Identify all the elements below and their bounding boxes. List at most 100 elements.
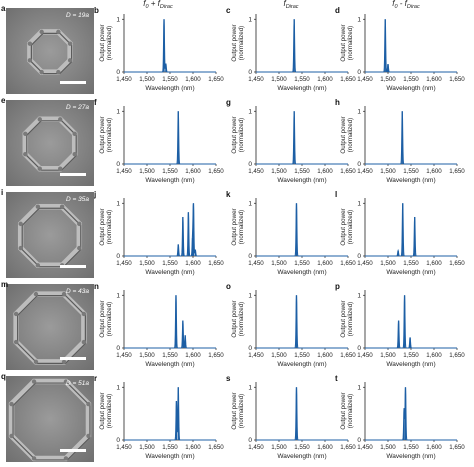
x-tick-label: 1,650 [449, 76, 465, 83]
x-tick-label: 1,550 [294, 260, 310, 267]
x-tick-label: 1,550 [294, 76, 310, 83]
x-tick-label: 1,600 [185, 444, 201, 451]
y-tick-label: 0 [116, 161, 120, 168]
x-tick-label: 1,600 [317, 168, 333, 175]
ring-gap [33, 359, 39, 365]
y-tick-label: 1 [357, 108, 361, 115]
x-tick-label: 1,450 [357, 76, 373, 83]
spectrum-trace [365, 19, 457, 73]
ring-gap [27, 41, 33, 46]
spectrum-trace [124, 203, 216, 257]
x-tick-label: 1,450 [357, 260, 373, 267]
y-axis-label: Output power(normalized) [99, 116, 113, 153]
panel-label: d [335, 6, 340, 15]
x-tick-label: 1,550 [294, 444, 310, 451]
panel-label: s [226, 374, 231, 383]
ring-gap [63, 379, 69, 384]
y-axis-label: Output power(normalized) [99, 392, 113, 429]
x-axis-label: Wavelength (nm) [145, 361, 194, 368]
ring-gap [61, 291, 67, 297]
x-tick-label: 1,600 [317, 444, 333, 451]
spectrum-trace [365, 295, 457, 349]
scale-bar [60, 81, 86, 84]
ring-gap [9, 433, 14, 439]
x-tick-label: 1,600 [317, 76, 333, 83]
sem-background [6, 284, 94, 370]
ring-gap [33, 291, 39, 297]
column-header-1: fDirac [283, 0, 298, 10]
y-axis-label: Output power(normalized) [340, 24, 354, 61]
sem-image-graphic [6, 192, 94, 278]
x-tick-label: 1,450 [357, 168, 373, 175]
ring-gap [13, 311, 19, 317]
x-tick-label: 1,650 [449, 260, 465, 267]
x-tick-label: 1,450 [116, 260, 132, 267]
x-axis-label: Wavelength (nm) [145, 177, 194, 184]
ring-gap [39, 29, 44, 35]
x-tick-label: 1,550 [403, 352, 419, 359]
diameter-label: D = 19a [66, 12, 89, 19]
column-header-0: f0 + fDirac [143, 0, 173, 10]
y-axis-label: Output power(normalized) [231, 208, 245, 245]
spectrum-trace [365, 203, 457, 257]
panel-label: b [94, 6, 99, 15]
sem-image-q: D = 51a [6, 376, 94, 462]
x-tick-label: 1,500 [139, 260, 155, 267]
y-axis-label: Output power(normalized) [231, 300, 245, 337]
x-axis-label: Wavelength (nm) [145, 453, 194, 460]
x-tick-label: 1,500 [271, 444, 287, 451]
x-axis-label: Wavelength (nm) [145, 85, 194, 92]
x-tick-label: 1,600 [426, 352, 442, 359]
ring-gap [23, 152, 28, 157]
ring-gap [31, 379, 37, 384]
diameter-label: D = 43a [66, 288, 89, 295]
x-tick-label: 1,550 [294, 352, 310, 359]
spectrum-trace [256, 387, 348, 441]
x-tick-label: 1,500 [271, 260, 287, 267]
y-tick-label: 1 [116, 16, 120, 23]
y-tick-label: 0 [116, 69, 120, 76]
x-tick-label: 1,600 [426, 76, 442, 83]
x-tick-label: 1,450 [248, 444, 264, 451]
x-tick-label: 1,550 [294, 168, 310, 175]
y-tick-label: 1 [116, 108, 120, 115]
y-axis-label: Output power(normalized) [340, 116, 354, 153]
ring-gap [72, 152, 77, 157]
sem-image-graphic [6, 376, 94, 462]
y-tick-label: 0 [357, 437, 361, 444]
sem-image-i: D = 35a [6, 192, 94, 278]
ring-gap [31, 456, 37, 461]
x-tick-label: 1,500 [271, 352, 287, 359]
sem-panel-label: m [1, 280, 9, 289]
x-tick-label: 1,550 [162, 76, 178, 83]
y-tick-label: 0 [248, 161, 252, 168]
y-tick-label: 0 [357, 69, 361, 76]
diameter-label: D = 51a [66, 380, 89, 387]
ring-gap [58, 117, 63, 122]
y-tick-label: 1 [357, 200, 361, 207]
y-axis-label: Output power(normalized) [231, 392, 245, 429]
sem-panel-label: i [1, 188, 4, 197]
x-axis-label: Wavelength (nm) [386, 453, 435, 460]
y-tick-label: 1 [116, 384, 120, 391]
sem-image-e: D = 27a [6, 100, 94, 186]
panel-label: p [335, 282, 340, 291]
y-tick-label: 1 [357, 16, 361, 23]
x-tick-label: 1,500 [139, 444, 155, 451]
ring-gap [81, 311, 87, 317]
x-tick-label: 1,500 [380, 76, 396, 83]
ring-gap [56, 69, 61, 75]
y-axis-label: Output power(normalized) [231, 24, 245, 61]
y-tick-label: 0 [357, 253, 361, 260]
x-tick-label: 1,500 [139, 168, 155, 175]
x-tick-label: 1,650 [340, 352, 356, 359]
panel-label: l [335, 190, 337, 199]
x-axis-label: Wavelength (nm) [277, 269, 326, 276]
x-tick-label: 1,450 [248, 76, 264, 83]
sem-image-graphic [6, 8, 94, 94]
x-tick-label: 1,450 [248, 168, 264, 175]
panel-label: c [226, 6, 231, 15]
